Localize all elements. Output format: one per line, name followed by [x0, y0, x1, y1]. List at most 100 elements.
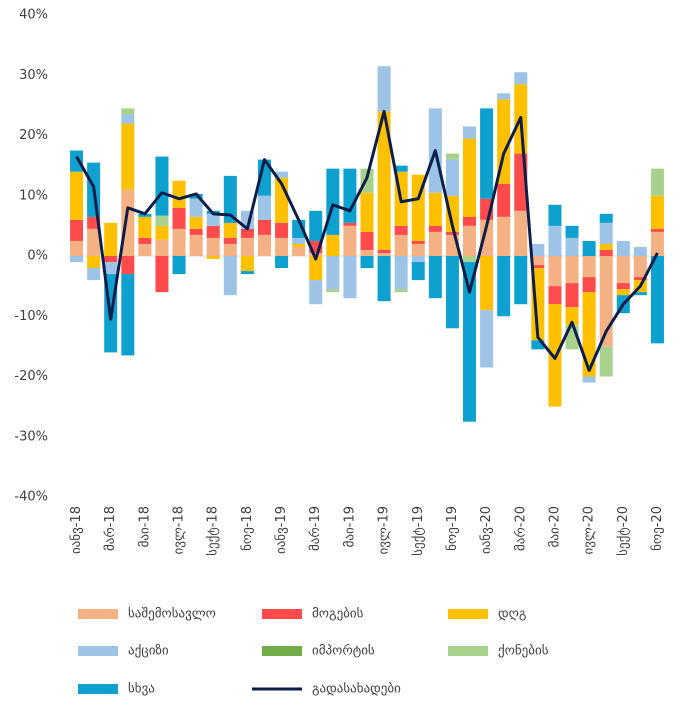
bar-segment: [360, 249, 374, 256]
bar-segment: [155, 239, 169, 256]
bar-segment: [104, 262, 118, 275]
bar-segment: [206, 256, 220, 260]
bar-segment: [206, 237, 220, 256]
bar-segment: [104, 222, 118, 256]
x-tick-label: სექტ-20: [616, 506, 631, 556]
bar-segment: [582, 256, 596, 278]
bar-segment: [445, 256, 459, 329]
bar-segment: [548, 225, 562, 256]
bar-segment: [463, 138, 477, 217]
x-tick-label: მაი-18: [137, 506, 152, 547]
bar-segment: [121, 274, 135, 356]
bar-segment: [87, 228, 101, 256]
bar-segment: [121, 123, 135, 190]
x-tick-label: მარ-20: [513, 506, 528, 551]
bar-segment: [240, 271, 254, 275]
bar-segment: [257, 219, 271, 235]
legend-swatch: [78, 646, 118, 656]
bar-segment: [463, 225, 477, 256]
bar-segment: [223, 243, 237, 256]
bar-segment: [633, 256, 647, 278]
bar-segment: [428, 256, 442, 299]
y-tick-label: 10%: [19, 188, 48, 203]
bar-segment: [428, 225, 442, 232]
bar-segment: [309, 256, 323, 281]
x-tick-label: ნოე-20: [650, 506, 665, 551]
legend-label: გადასახადები: [312, 682, 401, 697]
legend-swatch: [448, 609, 488, 619]
bar-segment: [445, 153, 459, 160]
bar-segment: [121, 189, 135, 256]
bar-segment: [599, 249, 613, 256]
bar-segment: [223, 256, 237, 296]
bar-segment: [616, 289, 630, 296]
bar-segment: [445, 231, 459, 235]
bar-segment: [70, 240, 84, 256]
legend-label: იმპორტის: [312, 644, 375, 659]
bar-segment: [650, 195, 664, 229]
bar-segment: [565, 307, 579, 326]
bar-segment: [633, 292, 647, 296]
x-tick-label: სექტ-18: [206, 506, 221, 556]
bar-segment: [497, 93, 511, 100]
x-tick-label: მაი-19: [342, 506, 357, 547]
bar-segment: [582, 240, 596, 256]
bar-segment: [257, 234, 271, 256]
bar-segment: [292, 243, 306, 247]
y-tick-label: -40%: [14, 490, 48, 505]
bar-segment: [616, 256, 630, 284]
bar-segment: [377, 66, 391, 112]
y-tick-label: 0%: [27, 249, 48, 264]
bar-segment: [394, 256, 408, 290]
bar-segment: [599, 243, 613, 250]
bar-segment: [616, 240, 630, 256]
bar-segment: [650, 168, 664, 196]
bar-segment: [565, 225, 579, 238]
bar-segment: [377, 249, 391, 253]
bar-segment: [599, 213, 613, 223]
bar-segment: [275, 237, 289, 256]
bar-segment: [326, 234, 340, 256]
x-tick-label: სექტ-19: [411, 506, 426, 556]
bar-segment: [70, 219, 84, 241]
legend-label: აქციზი: [128, 644, 169, 659]
bar-segment: [87, 256, 101, 269]
bar-segment: [257, 195, 271, 220]
x-tick-label: ივლ-20: [582, 506, 597, 554]
bar-segment: [70, 150, 84, 172]
legend-label: ქონების: [498, 644, 549, 659]
bar-segment: [172, 228, 186, 256]
bar-segment: [377, 252, 391, 256]
bar-segment: [650, 231, 664, 256]
bar-segment: [394, 234, 408, 256]
bar-segment: [582, 292, 596, 377]
bar-segment: [360, 192, 374, 232]
bar-segment: [650, 256, 664, 344]
bar-segment: [633, 246, 647, 256]
bar-segment: [292, 246, 306, 256]
bar-segment: [309, 210, 323, 241]
bar-segment: [189, 228, 203, 235]
bar-segment: [189, 193, 203, 199]
bar-segment: [394, 165, 408, 172]
bar-segment: [514, 256, 528, 305]
bar-segment: [326, 289, 340, 293]
bar-segment: [275, 222, 289, 238]
legend-swatch: [262, 609, 302, 619]
bar-segment: [531, 265, 545, 269]
bar-segment: [650, 228, 664, 232]
bar-segment: [582, 277, 596, 293]
bar-segment: [394, 225, 408, 235]
bar-segment: [531, 256, 545, 266]
bar-segment: [463, 262, 477, 422]
bar-segment: [223, 175, 237, 223]
bar-segment: [292, 237, 306, 244]
bar-segment: [445, 159, 459, 196]
bar-segment: [223, 222, 237, 238]
bar-segment: [616, 283, 630, 290]
x-tick-label: ნოე-18: [240, 506, 255, 551]
bar-segment: [189, 216, 203, 229]
bar-segment: [138, 243, 152, 256]
legend-label: საშემოსავლო: [128, 607, 216, 622]
